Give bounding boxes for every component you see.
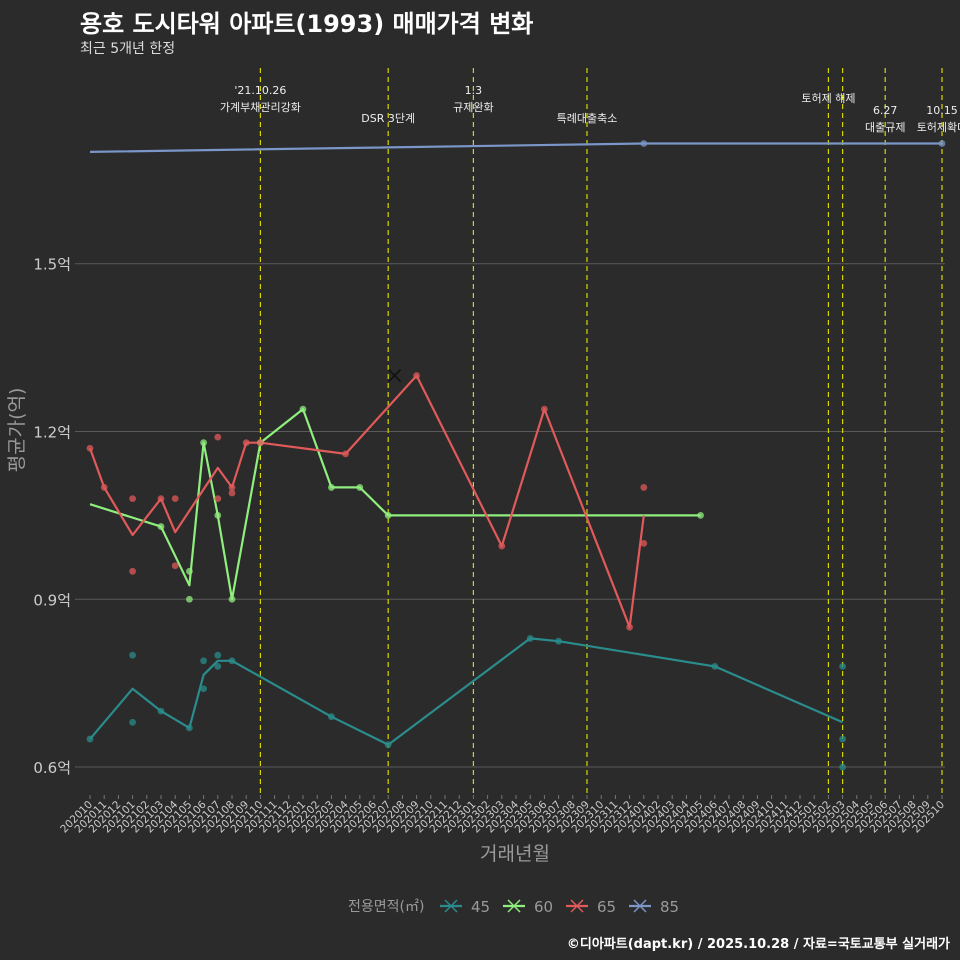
data-point-65 xyxy=(640,539,648,547)
data-point-65 xyxy=(228,484,236,491)
data-point-65 xyxy=(214,433,222,441)
event-label: 가계부채관리강화 xyxy=(220,101,301,114)
event-label: 토허제 해제 xyxy=(801,91,855,105)
y-tick-label: 0.6억 xyxy=(33,759,71,777)
data-point-65 xyxy=(129,567,137,575)
legend-label-65: 65 xyxy=(597,898,616,916)
y-tick-label: 1.5억 xyxy=(33,256,71,274)
legend-title: 전용면적(㎡) xyxy=(348,899,424,915)
legend-label-45: 45 xyxy=(471,898,490,916)
data-point-45 xyxy=(839,763,846,771)
x-axis-title: 거래년월 xyxy=(480,843,550,865)
data-point-45 xyxy=(711,662,719,670)
event-label: 규제완화 xyxy=(453,101,493,114)
series-line-60 xyxy=(89,408,701,601)
data-point-60 xyxy=(157,523,165,530)
legend-label-85: 85 xyxy=(660,898,679,916)
data-point-60 xyxy=(200,439,208,447)
data-point-65 xyxy=(640,484,648,491)
data-point-65 xyxy=(228,489,236,497)
data-point-45 xyxy=(157,707,165,715)
data-point-65 xyxy=(257,439,264,447)
data-point-45 xyxy=(384,741,392,749)
legend-key-65 xyxy=(570,899,584,913)
data-point-45 xyxy=(129,651,137,659)
data-point-65 xyxy=(171,495,179,503)
data-point-45 xyxy=(839,662,846,670)
data-point-65 xyxy=(86,444,94,452)
data-point-45 xyxy=(200,657,208,665)
data-point-65 xyxy=(242,439,250,447)
y-axis-title: 평균가(억) xyxy=(6,388,28,473)
data-point-65 xyxy=(498,542,506,550)
legend-key-45 xyxy=(444,899,458,913)
event-label: 10.15 xyxy=(926,104,958,117)
y-tick-label: 1.2억 xyxy=(33,424,71,442)
series-line-65 xyxy=(88,374,645,629)
y-tick-label: 0.9억 xyxy=(33,591,71,609)
legend-label-60: 60 xyxy=(534,898,553,916)
data-point-60 xyxy=(356,484,364,491)
data-point-60 xyxy=(228,595,236,603)
event-label: DSR 3단계 xyxy=(361,112,415,125)
event-label: 6.27 xyxy=(873,104,898,117)
series-line-85 xyxy=(89,142,942,153)
event-label: '21.10.26 xyxy=(234,84,286,97)
data-point-45 xyxy=(86,735,94,743)
data-point-65 xyxy=(342,450,349,458)
event-label: 특례대출축소 xyxy=(557,112,618,125)
source-caption: ©디아파트(dapt.kr) / 2025.10.28 / 자료=국토교통부 실… xyxy=(566,937,950,952)
data-point-65 xyxy=(100,484,108,491)
data-point-65 xyxy=(541,405,548,413)
data-point-65 xyxy=(214,495,222,503)
event-label: 토허제확대 xyxy=(917,121,960,134)
chart-title: 용호 도시타워 아파트(1993) 매매가격 변화 xyxy=(80,10,534,38)
data-point-45 xyxy=(555,637,562,645)
data-point-45 xyxy=(839,735,846,743)
data-point-65 xyxy=(413,372,420,379)
data-point-65 xyxy=(157,495,165,503)
data-point-45 xyxy=(200,685,208,693)
legend-key-60 xyxy=(507,899,521,913)
data-point-45 xyxy=(214,662,222,670)
event-label: 1.3 xyxy=(465,84,483,97)
data-point-60 xyxy=(328,484,335,491)
data-point-65 xyxy=(129,495,137,503)
data-point-60 xyxy=(697,511,704,519)
data-point-60 xyxy=(384,511,392,519)
data-point-60 xyxy=(299,405,307,413)
data-point-45 xyxy=(186,724,193,732)
data-point-45 xyxy=(328,713,335,721)
chart-subtitle: 최근 5개년 한정 xyxy=(80,41,176,57)
data-point-60 xyxy=(214,511,222,519)
event-label: 대출규제 xyxy=(865,121,905,134)
max-marker xyxy=(388,369,402,383)
data-point-45 xyxy=(129,718,137,726)
data-point-85 xyxy=(640,140,648,147)
data-point-45 xyxy=(214,651,222,659)
data-point-60 xyxy=(186,567,193,575)
data-point-60 xyxy=(186,595,193,603)
data-point-65 xyxy=(171,562,179,570)
data-point-65 xyxy=(626,623,633,631)
data-point-45 xyxy=(228,657,236,665)
legend-key-85 xyxy=(633,899,647,913)
data-point-85 xyxy=(938,140,946,147)
data-point-45 xyxy=(526,635,534,642)
